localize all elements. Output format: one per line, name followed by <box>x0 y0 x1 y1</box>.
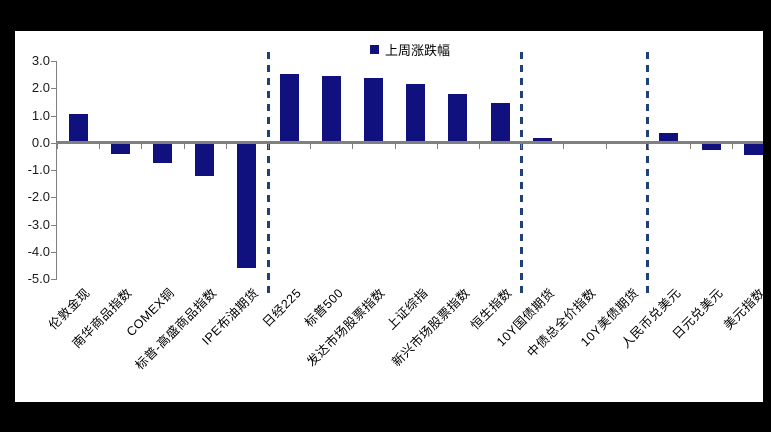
y-tick-label: -5.0 <box>27 271 50 286</box>
bar <box>68 114 88 143</box>
legend-label: 上周涨跌幅 <box>384 43 450 58</box>
bar <box>490 103 510 143</box>
y-axis-line <box>56 61 57 280</box>
x-tick-mark <box>648 144 649 149</box>
bar <box>364 77 383 143</box>
y-tick-mark <box>51 88 56 89</box>
y-tick-label: -4.0 <box>27 244 50 259</box>
y-tick-label: -2.0 <box>27 189 50 204</box>
y-tick-label: -1.0 <box>27 162 50 177</box>
x-tick-mark <box>606 144 607 149</box>
chart-legend: 上周涨跌幅 <box>57 40 763 59</box>
x-tick-mark <box>99 144 100 149</box>
y-tick-label: 2.0 <box>31 80 50 95</box>
bar <box>406 84 426 143</box>
x-tick-mark <box>732 144 733 149</box>
bar <box>110 143 130 154</box>
legend-swatch-icon <box>369 45 379 54</box>
group-separator-dashed-line <box>266 52 270 293</box>
bar <box>153 143 172 163</box>
y-tick-mark <box>51 170 56 171</box>
x-tick-mark <box>395 144 396 149</box>
x-tick-mark <box>268 144 269 149</box>
group-separator-dashed-line <box>519 52 523 293</box>
x-tick-mark <box>57 144 58 149</box>
x-tick-mark <box>479 144 480 149</box>
y-tick-mark <box>51 252 56 253</box>
x-tick-mark <box>226 144 227 149</box>
x-tick-mark <box>310 144 311 149</box>
y-tick-mark <box>51 61 56 62</box>
x-tick-mark <box>521 144 522 149</box>
x-tick-mark <box>141 144 142 149</box>
x-category-label: 日经225 <box>259 285 304 330</box>
x-tick-mark <box>437 144 438 149</box>
plot-area: 3.0 2.0 1.0 0.0 -1.0 -2.0 -3.0 -4.0 -5.0 伦敦金现 南华商品… <box>15 31 768 402</box>
bar <box>279 73 299 143</box>
y-tick-label: 0.0 <box>31 135 50 150</box>
y-tick-label: -3.0 <box>27 217 50 232</box>
x-tick-mark <box>690 144 691 149</box>
y-tick-label: 3.0 <box>31 53 50 68</box>
zero-line <box>56 141 763 144</box>
bar <box>532 138 552 143</box>
bar <box>701 143 721 150</box>
bar <box>237 143 257 269</box>
x-tick-mark <box>352 144 353 149</box>
x-category-label: 美元指数 <box>721 285 769 333</box>
y-tick-label: 1.0 <box>31 108 50 123</box>
x-tick-mark <box>563 144 564 149</box>
x-tick-mark <box>184 144 185 149</box>
chart-panel: 上周涨跌幅 3.0 2.0 1.0 0.0 -1.0 -2.0 -3.0 -4.0 -5.0 伦敦… <box>15 31 768 402</box>
y-tick-mark <box>51 143 56 144</box>
bar <box>659 132 679 143</box>
y-tick-mark <box>51 116 56 117</box>
bar <box>195 143 215 176</box>
y-tick-mark <box>51 225 56 226</box>
bar <box>448 93 468 143</box>
y-tick-mark <box>51 197 56 198</box>
group-separator-dashed-line <box>646 52 650 293</box>
y-tick-mark <box>51 279 56 280</box>
bar <box>743 143 763 156</box>
bar <box>321 76 341 143</box>
